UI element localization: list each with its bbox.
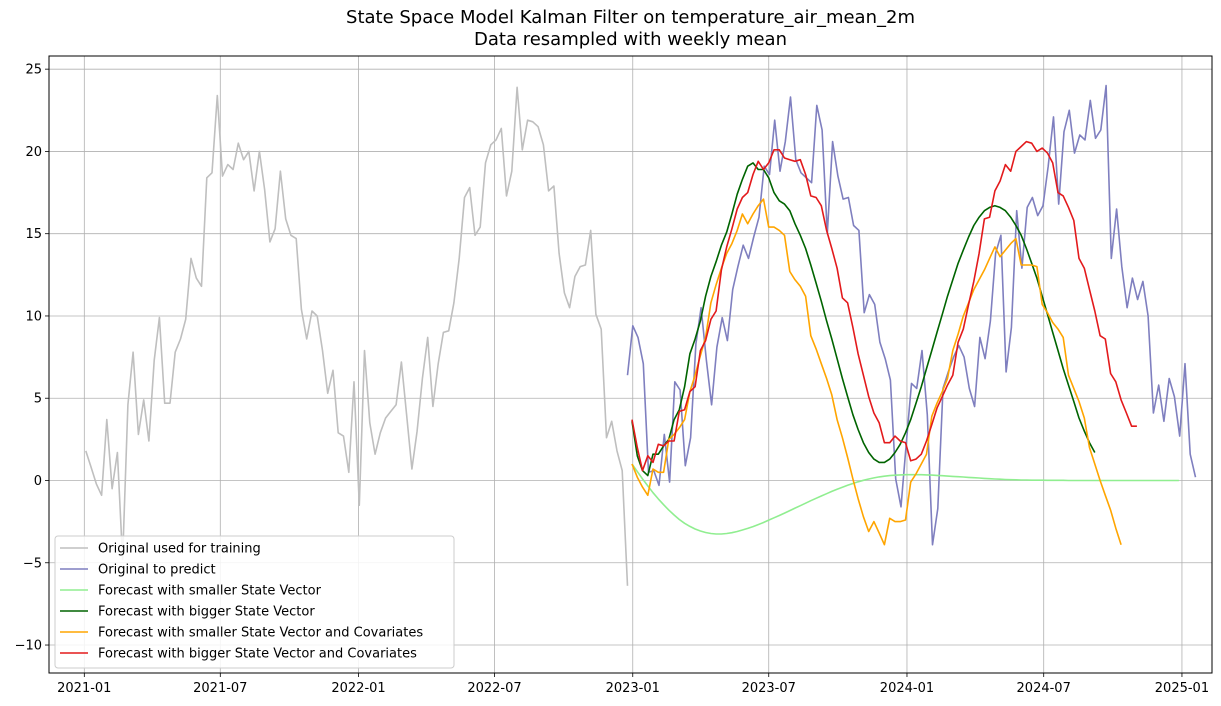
legend-label: Forecast with bigger State Vector and Co… [98,647,417,662]
x-tick-label: 2024-07 [1017,681,1071,696]
y-tick-label: 0 [34,474,42,489]
y-axis: −10 −5 0 5 10 15 20 25 [15,63,49,654]
x-tick-label: 2023-01 [606,681,660,696]
x-tick-label: 2022-01 [331,681,385,696]
chart-title: State Space Model Kalman Filter on tempe… [346,7,915,28]
x-tick-label: 2021-07 [193,681,247,696]
y-tick-label: 25 [25,63,42,78]
legend-label: Forecast with smaller State Vector [98,584,322,599]
series-line-4 [631,162,1096,477]
legend-box [54,535,455,669]
series-line-6 [631,140,1137,472]
legend: Original used for training Original to pr… [54,535,455,669]
y-tick-label: 5 [34,392,42,407]
x-tick-label: 2023-07 [742,681,796,696]
y-tick-label: 15 [25,227,42,242]
x-tick-label: 2025-01 [1155,681,1209,696]
legend-label: Original used for training [98,542,261,557]
plot-frame [48,55,1213,674]
x-axis: 2021-01 2021-07 2022-01 2022-07 2023-01 2023-… [57,673,1209,696]
y-tick-label: 10 [25,309,42,324]
series-line-5 [631,198,1122,546]
legend-label: Forecast with bigger State Vector [98,605,315,620]
series-line-1 [85,86,629,586]
x-tick-label: 2021-01 [57,681,111,696]
chart-subtitle: Data resampled with weekly mean [474,29,787,50]
series-line-2 [626,84,1197,546]
x-tick-label: 2024-01 [880,681,934,696]
legend-label: Original to predict [98,563,216,578]
series-line-3 [631,463,1179,535]
series-layer [85,84,1197,586]
legend-label: Forecast with smaller State Vector and C… [98,626,423,641]
x-tick-label: 2022-07 [467,681,521,696]
y-tick-label: −10 [15,639,42,654]
y-tick-label: −5 [23,556,42,571]
y-tick-label: 20 [25,145,42,160]
